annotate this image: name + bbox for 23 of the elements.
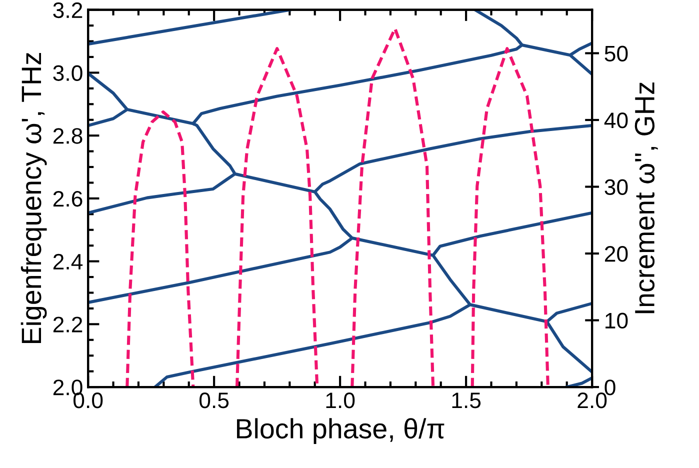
y2-tick-label: 0 bbox=[604, 380, 616, 396]
x-tick-label: 1.0 bbox=[326, 392, 355, 408]
line-series bbox=[126, 110, 195, 388]
x-tick-label: 1.5 bbox=[452, 392, 481, 408]
y-tick-label: 2.4 bbox=[53, 254, 83, 270]
y2-tick-label: 40 bbox=[604, 112, 628, 128]
y-tick-label: 3.2 bbox=[53, 2, 82, 18]
x-axis-title: Bloch phase, θ/π bbox=[237, 418, 444, 444]
y2-tick-label: 20 bbox=[604, 246, 628, 262]
y-tick-label: 2.2 bbox=[53, 316, 82, 332]
line-series bbox=[235, 47, 319, 388]
y-tick-label: 2.8 bbox=[53, 128, 82, 144]
y2-tick-label: 30 bbox=[604, 179, 628, 196]
y-tick-label: 2.6 bbox=[53, 190, 82, 207]
y2-tick-label: 10 bbox=[606, 312, 628, 329]
x-tick-label: 2.0 bbox=[578, 392, 607, 408]
y-axis-title: Eigenfrequency ω', THz bbox=[20, 53, 47, 343]
y2-tick-label: 50 bbox=[604, 46, 628, 62]
line-series bbox=[350, 26, 435, 388]
y2-axis-title: Increment ω'', GHz bbox=[634, 82, 658, 314]
x-tick-label: 0.5 bbox=[199, 392, 229, 408]
line-series bbox=[470, 47, 550, 388]
y-tick-label: 3.0 bbox=[53, 65, 82, 81]
